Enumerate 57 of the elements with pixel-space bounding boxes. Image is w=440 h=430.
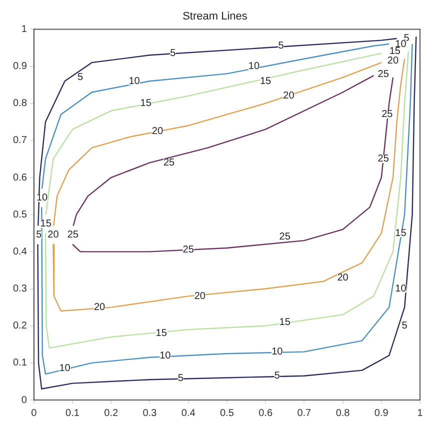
annotation: 20 [337,272,349,284]
annotation: 25 [182,244,194,256]
annotation: 25 [382,109,394,120]
annotation: 10 [395,284,407,295]
y-tick-label: 0.2 [12,320,28,332]
annotation: 25 [279,232,291,243]
annotation: 5 [170,48,176,60]
y-tick-label: 0.4 [12,246,28,258]
annotation: 5 [274,370,280,382]
y-tick-label: 0.7 [12,135,28,146]
x-tick-label: 0.7 [297,408,312,419]
annotation: 5 [402,320,408,332]
annotation: 20 [387,55,399,66]
y-tick-label: 0.1 [12,358,28,369]
x-tick-label: 0.2 [104,408,119,419]
annotation: 25 [378,69,390,80]
x-tick-label: 1 [417,408,424,419]
annotation: 15 [279,316,291,328]
x-tick-label: 0.6 [258,408,273,419]
y-tick-label: 0.5 [12,209,28,220]
annotation: 5 [36,230,42,241]
annotation: 5 [278,40,284,52]
x-tick-label: 0.1 [66,408,80,419]
annotation: 15 [140,98,152,110]
annotation: 20 [194,290,206,302]
annotation: 10 [272,346,284,358]
annotation: 5 [77,72,84,84]
x-tick-label: 0.9 [374,408,389,419]
annotation: 20 [152,126,164,137]
annotation: 10 [248,61,260,72]
y-tick-label: 0.6 [12,172,28,184]
annotation: 10 [160,350,172,362]
annotation: 5 [178,373,184,384]
x-tick-label: 0 [31,408,38,419]
x-tick-label: 0.3 [142,408,158,419]
x-tick-label: 0.4 [181,408,196,419]
y-tick-label: 0.9 [12,61,28,72]
chart-title: Stream Lines [182,10,248,23]
annotation: 20 [94,302,106,314]
y-tick-label: 1 [21,24,28,35]
annotation: 15 [260,76,272,87]
x-tick-label: 0.8 [336,408,350,419]
y-tick-label: 0.3 [12,284,28,295]
annotation: 25 [67,230,79,241]
y-tick-label: 0.8 [12,98,28,110]
annotation: 25 [378,154,390,165]
x-tick-label: 0.5 [220,408,234,419]
annotation: 20 [48,230,60,241]
y-tick-label: 0 [21,394,28,406]
annotation: 15 [395,228,407,239]
annotation: 10 [59,363,71,374]
annotation: 10 [36,192,48,204]
annotation: 15 [40,218,52,230]
annotation: 25 [163,157,176,168]
annotation: 15 [156,328,168,340]
annotation: 20 [283,90,295,102]
annotation: 10 [128,76,140,87]
